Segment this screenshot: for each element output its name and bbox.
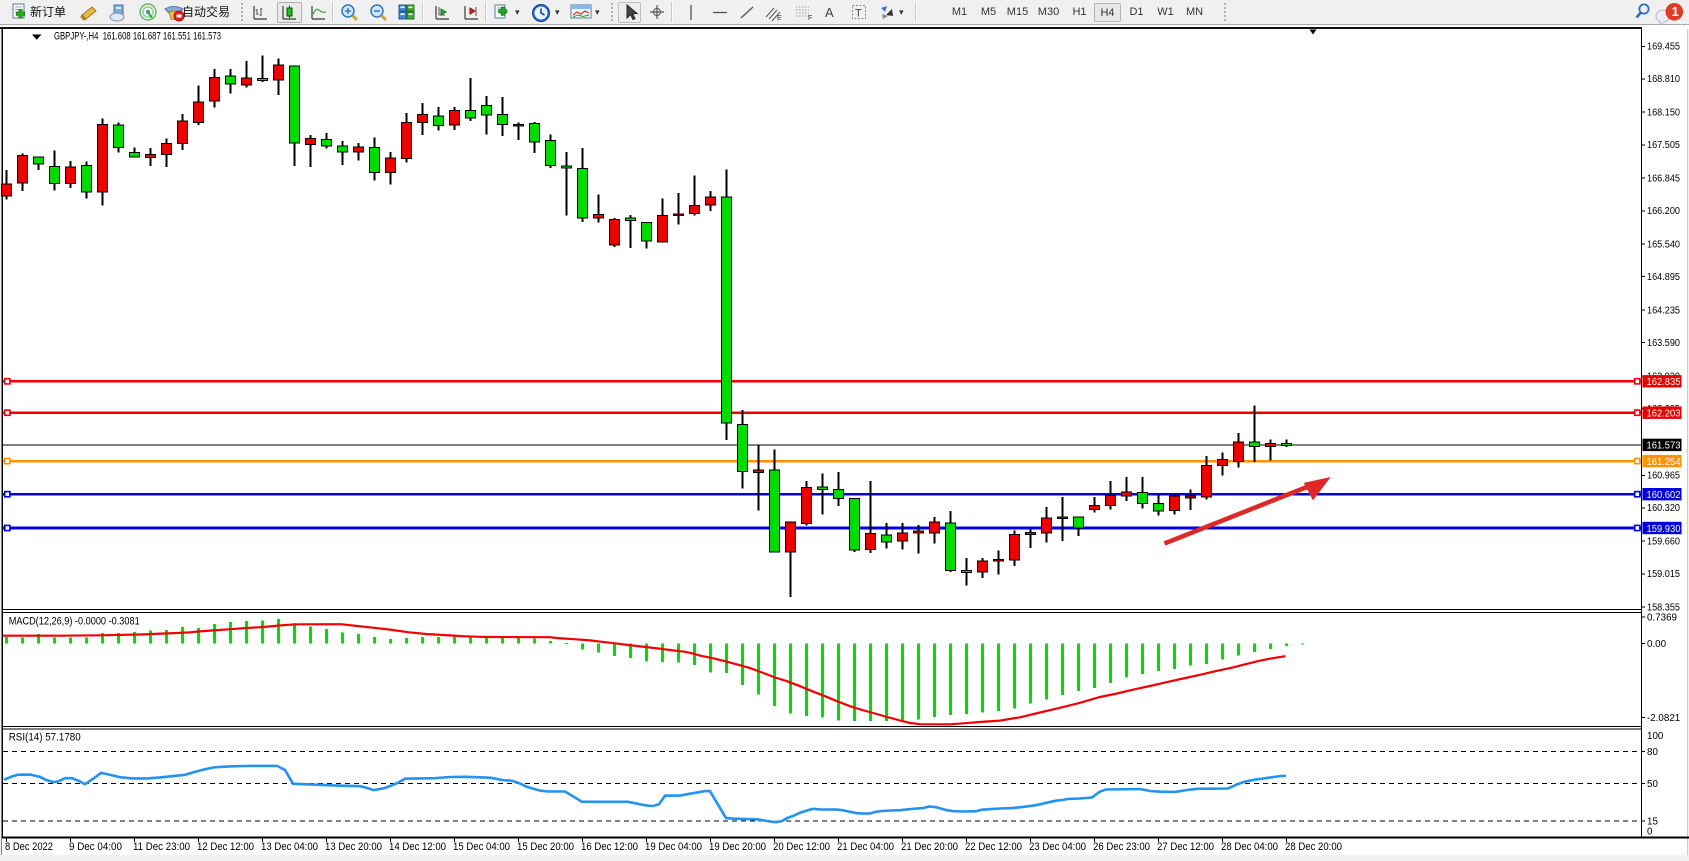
svg-text:8 Dec 2022: 8 Dec 2022: [5, 841, 53, 853]
svg-text:162.835: 162.835: [1647, 377, 1681, 388]
svg-text:19 Dec 20:00: 19 Dec 20:00: [709, 841, 766, 853]
svg-text:159.930: 159.930: [1647, 524, 1681, 535]
svg-text:14 Dec 12:00: 14 Dec 12:00: [389, 841, 446, 853]
svg-text:164.235: 164.235: [1647, 305, 1680, 316]
svg-text:26 Dec 23:00: 26 Dec 23:00: [1093, 841, 1150, 853]
svg-text:28 Dec 20:00: 28 Dec 20:00: [1285, 841, 1342, 853]
svg-text:163.590: 163.590: [1647, 338, 1680, 349]
svg-text:A: A: [825, 5, 834, 20]
svg-text:-2.0821: -2.0821: [1647, 713, 1680, 724]
svg-text:16 Dec 12:00: 16 Dec 12:00: [581, 841, 638, 853]
svg-text:12 Dec 12:00: 12 Dec 12:00: [197, 841, 254, 853]
svg-text:21 Dec 04:00: 21 Dec 04:00: [837, 841, 894, 853]
svg-text:160.602: 160.602: [1647, 490, 1681, 501]
svg-text:168.810: 168.810: [1647, 74, 1680, 85]
svg-text:80: 80: [1647, 747, 1658, 758]
svg-text:161.254: 161.254: [1647, 457, 1681, 468]
svg-text:169.455: 169.455: [1647, 42, 1680, 53]
svg-text:165.540: 165.540: [1647, 239, 1680, 250]
svg-text:20 Dec 12:00: 20 Dec 12:00: [773, 841, 830, 853]
svg-text:159.660: 159.660: [1647, 537, 1680, 548]
svg-text:28 Dec 04:00: 28 Dec 04:00: [1221, 841, 1278, 853]
svg-text:GBPJPY-,H4 161.608 161.687 16: GBPJPY-,H4 161.608 161.687 161.551 161.5…: [54, 31, 221, 43]
svg-text:15: 15: [1647, 816, 1658, 827]
svg-text:0.7369: 0.7369: [1647, 613, 1677, 624]
svg-text:164.895: 164.895: [1647, 272, 1680, 283]
svg-text:168.150: 168.150: [1647, 108, 1680, 119]
svg-text:162.203: 162.203: [1647, 409, 1681, 420]
svg-text:160.320: 160.320: [1647, 503, 1680, 514]
svg-text:13 Dec 04:00: 13 Dec 04:00: [261, 841, 318, 853]
svg-text:166.845: 166.845: [1647, 174, 1680, 185]
svg-text:0: 0: [1647, 827, 1653, 838]
svg-text:50: 50: [1647, 779, 1658, 790]
svg-text:1: 1: [1672, 4, 1679, 19]
svg-text:167.505: 167.505: [1647, 140, 1680, 151]
svg-text:100: 100: [1647, 731, 1664, 742]
svg-text:F: F: [808, 15, 812, 22]
svg-text:22 Dec 12:00: 22 Dec 12:00: [965, 841, 1022, 853]
svg-text:161.573: 161.573: [1647, 441, 1681, 452]
svg-text:19 Dec 04:00: 19 Dec 04:00: [645, 841, 702, 853]
svg-text:15 Dec 04:00: 15 Dec 04:00: [453, 841, 510, 853]
svg-text:E: E: [777, 15, 782, 22]
svg-text:11 Dec 23:00: 11 Dec 23:00: [133, 841, 190, 853]
svg-text:15 Dec 20:00: 15 Dec 20:00: [517, 841, 574, 853]
svg-text:23 Dec 04:00: 23 Dec 04:00: [1029, 841, 1086, 853]
svg-text:159.015: 159.015: [1647, 569, 1680, 580]
svg-text:RSI(14) 57.1780: RSI(14) 57.1780: [9, 732, 81, 744]
svg-text:21 Dec 20:00: 21 Dec 20:00: [901, 841, 958, 853]
svg-text:166.200: 166.200: [1647, 206, 1680, 217]
svg-text:158.355: 158.355: [1647, 603, 1680, 614]
svg-text:9 Dec 04:00: 9 Dec 04:00: [69, 841, 122, 853]
svg-text:27 Dec 12:00: 27 Dec 12:00: [1157, 841, 1214, 853]
svg-text:160.965: 160.965: [1647, 471, 1680, 482]
svg-text:MACD(12,26,9) -0.0000 -0.3081: MACD(12,26,9) -0.0000 -0.3081: [9, 616, 140, 628]
svg-text:0.00: 0.00: [1647, 639, 1667, 650]
svg-text:T: T: [855, 8, 862, 20]
svg-text:13 Dec 20:00: 13 Dec 20:00: [325, 841, 382, 853]
